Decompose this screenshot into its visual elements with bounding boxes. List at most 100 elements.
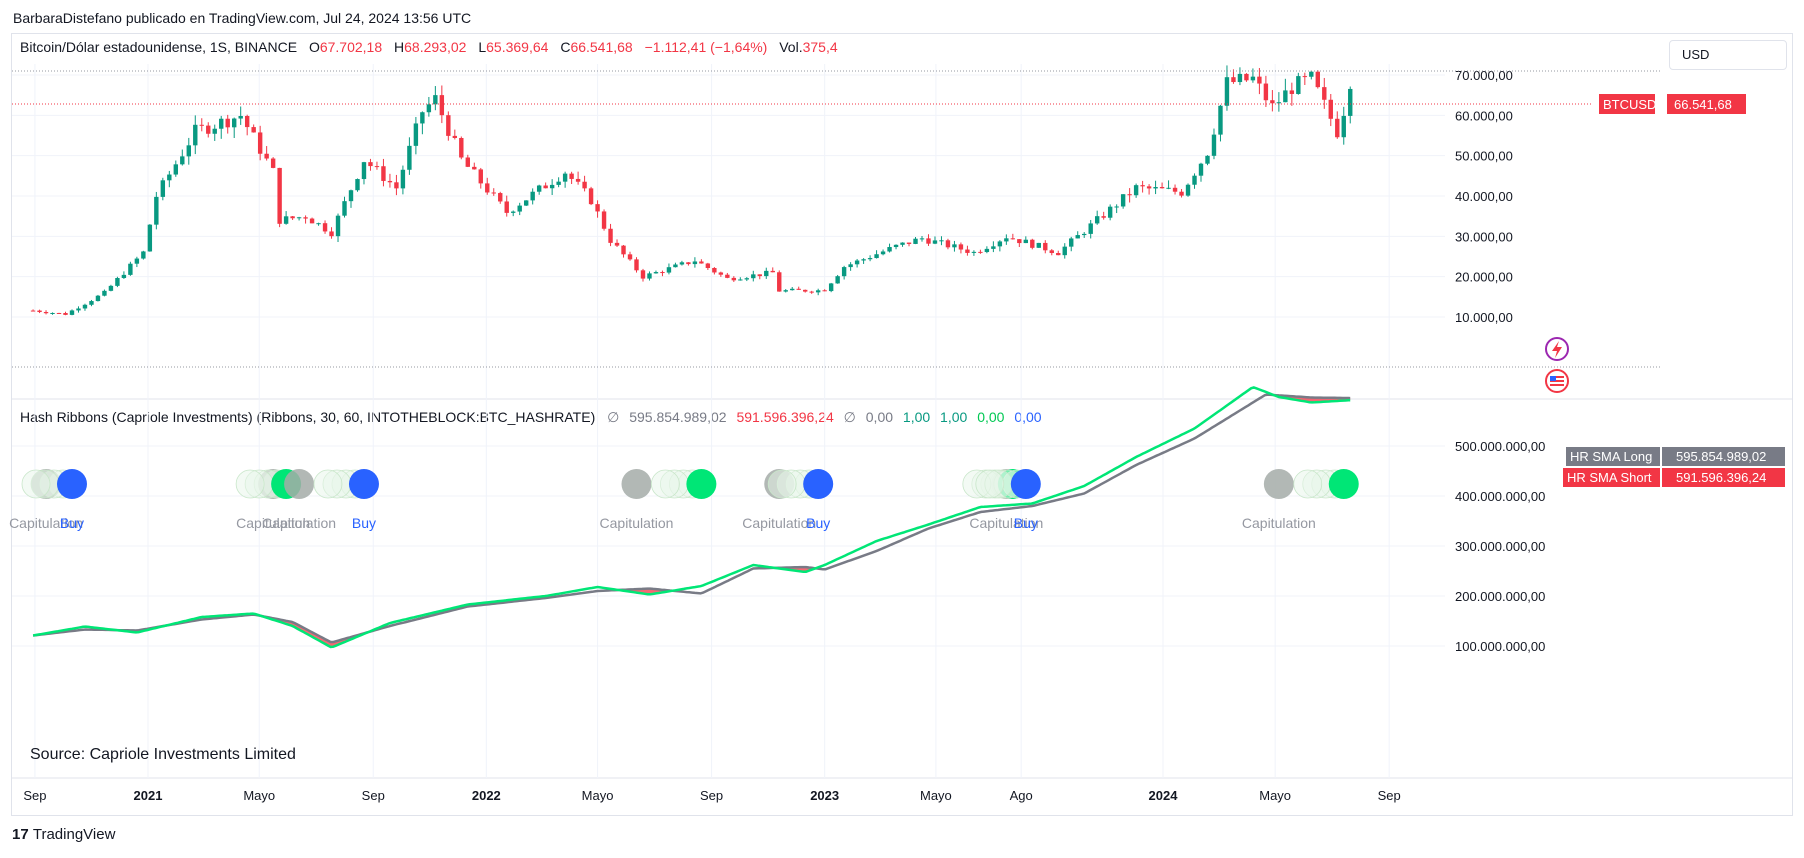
candle-body	[219, 118, 224, 129]
candle-body	[660, 272, 665, 274]
candle-body	[783, 290, 788, 292]
candle-body	[206, 125, 211, 134]
time-tick-label: Sep	[1378, 788, 1401, 803]
indicator-legend: Hash Ribbons (Capriole Investments) (Rib…	[20, 409, 1042, 426]
candle-body	[37, 310, 42, 313]
price-legend: Bitcoin/Dólar estadounidense, 1S, BINANC…	[20, 39, 838, 55]
candle-body	[439, 95, 445, 116]
capitulation-signal-label: Capitulation	[600, 515, 674, 531]
currency-button[interactable]: USD	[1669, 40, 1787, 70]
chart-frame	[11, 33, 1793, 816]
candle-body	[335, 215, 341, 237]
candle-body	[128, 263, 133, 275]
capitulation-signal-dot	[284, 469, 315, 499]
hr-tick-label: 400.000.000,00	[1455, 489, 1545, 504]
tradingview-logo[interactable]: 17 TradingView	[12, 826, 115, 843]
candle-body	[887, 247, 892, 252]
candle-body	[433, 95, 438, 105]
candle-body	[1263, 83, 1269, 101]
signal-trail	[313, 469, 343, 499]
low-label: L	[478, 39, 487, 55]
volume-value: 375,4	[802, 39, 838, 55]
candle-body	[997, 241, 1003, 247]
indicator-title[interactable]: Hash Ribbons (Capriole Investments) (Rib…	[20, 409, 596, 425]
signal-trail	[975, 469, 1005, 499]
candle-body	[1231, 77, 1236, 83]
tradingview-brand: TradingView	[32, 826, 116, 843]
candle-body	[926, 238, 931, 244]
candle-body	[900, 242, 905, 245]
candle-body	[426, 104, 432, 113]
hr-sma-short-line	[32, 386, 1351, 649]
candle-body	[913, 238, 918, 244]
candle-body	[1017, 239, 1022, 244]
candle-body	[848, 264, 853, 268]
candle-body	[1107, 206, 1113, 218]
time-tick-label: Sep	[700, 788, 723, 803]
us-flag-stripe	[1550, 382, 1564, 384]
candle-body	[1218, 105, 1223, 135]
candle-body	[1289, 90, 1295, 94]
candle-body	[1250, 76, 1256, 81]
indicator-symbol-1: ∅	[607, 409, 620, 425]
candle-body	[1030, 239, 1035, 248]
candle-body	[504, 201, 509, 213]
candle-body	[232, 118, 237, 128]
candle-body	[939, 240, 944, 242]
candle-body	[193, 124, 198, 146]
capitulation-signal-label: Capitulation	[9, 515, 83, 531]
buy-signal-label: Buy	[60, 515, 84, 531]
candle-body	[952, 244, 957, 248]
candle-body	[459, 138, 464, 158]
candle-body	[277, 167, 282, 224]
candle-body	[1244, 73, 1249, 81]
candle-body	[1166, 187, 1171, 189]
candle-body	[757, 274, 762, 277]
candle-body	[893, 244, 899, 248]
candle-body	[407, 145, 412, 170]
price-axis[interactable]: 70.000,00 60.000,00 50.000,00 40.000,00 30.0…	[1455, 68, 1545, 654]
candle-body	[69, 310, 75, 315]
candle-body	[1127, 194, 1132, 196]
buy-signal-dot	[348, 469, 379, 499]
candle-body	[1036, 242, 1041, 248]
capitulation-signal-dot	[621, 469, 652, 499]
candle-body	[627, 254, 633, 260]
candle-body	[1023, 239, 1029, 244]
candle-body	[1056, 253, 1061, 256]
candle-body	[1069, 238, 1074, 247]
candle-body	[1283, 90, 1288, 103]
candle-body	[374, 166, 380, 168]
candle-body	[1172, 187, 1178, 192]
candle-body	[303, 217, 308, 219]
time-tick-label: Mayo	[1259, 788, 1291, 803]
candle-body	[387, 180, 393, 183]
buy-signal-dot	[803, 469, 834, 499]
candle-body	[1302, 76, 1308, 78]
candle-body	[472, 166, 477, 170]
hr-short-label: HR SMA Short	[1567, 470, 1652, 485]
hr-long-label: HR SMA Long	[1570, 449, 1652, 464]
candle-body	[653, 272, 659, 274]
time-axis[interactable]: Sep 2021 Mayo Sep 2022 Mayo Sep 2023 Mayo Ago 2024…	[23, 788, 1400, 803]
candle-body	[536, 185, 542, 192]
candle-body	[420, 112, 425, 124]
green-signal-dot	[686, 469, 717, 499]
candle-body	[984, 248, 990, 253]
candle-body	[764, 270, 769, 277]
event-icons[interactable]	[1545, 337, 1569, 393]
candle-body	[290, 216, 295, 219]
candle-body	[244, 116, 250, 128]
candle-body	[517, 205, 522, 212]
symbol-title[interactable]: Bitcoin/Dólar estadounidense, 1S, BINANC…	[20, 39, 298, 55]
change-value: −1.112,41 (−1,64%)	[644, 39, 768, 55]
candle-body	[582, 181, 587, 189]
candle-body	[575, 178, 581, 182]
buy-signal-dot	[56, 469, 87, 499]
candle-body	[1146, 186, 1152, 189]
candle-body	[355, 179, 360, 191]
time-tick-label: 2024	[1149, 788, 1179, 803]
candle-body	[562, 173, 568, 182]
candle-body	[861, 259, 866, 261]
